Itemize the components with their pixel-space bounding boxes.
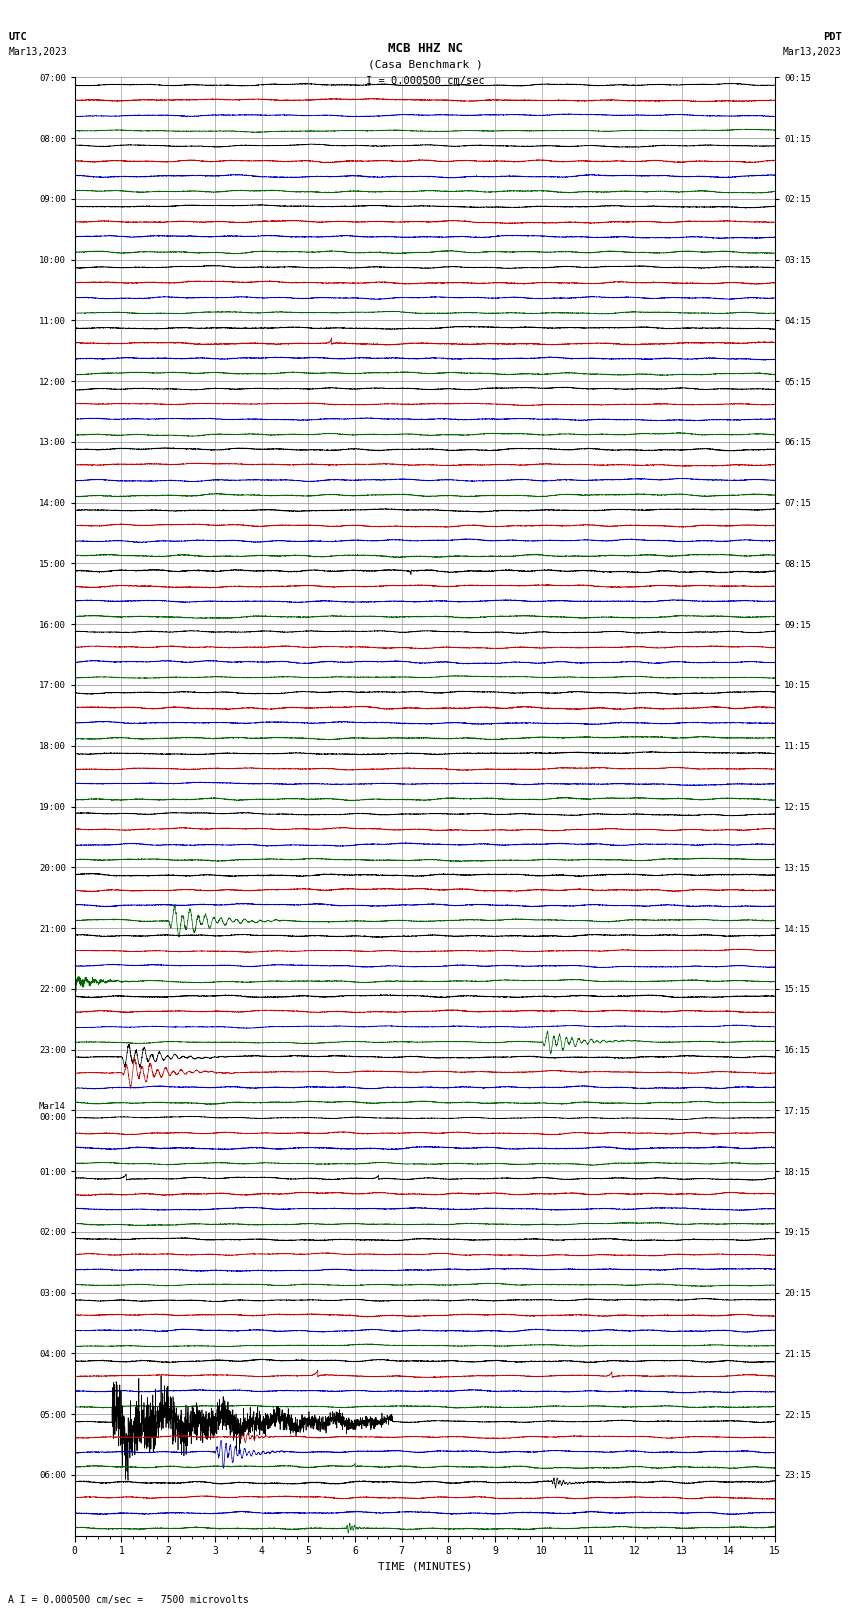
Text: Mar13,2023: Mar13,2023	[8, 47, 67, 56]
Text: PDT: PDT	[823, 32, 842, 42]
Text: Mar13,2023: Mar13,2023	[783, 47, 842, 56]
Text: A I = 0.000500 cm/sec =   7500 microvolts: A I = 0.000500 cm/sec = 7500 microvolts	[8, 1595, 249, 1605]
Text: (Casa Benchmark ): (Casa Benchmark )	[367, 60, 483, 69]
X-axis label: TIME (MINUTES): TIME (MINUTES)	[377, 1561, 473, 1571]
Text: UTC: UTC	[8, 32, 27, 42]
Text: MCB HHZ NC: MCB HHZ NC	[388, 42, 462, 55]
Text: I = 0.000500 cm/sec: I = 0.000500 cm/sec	[366, 76, 484, 85]
